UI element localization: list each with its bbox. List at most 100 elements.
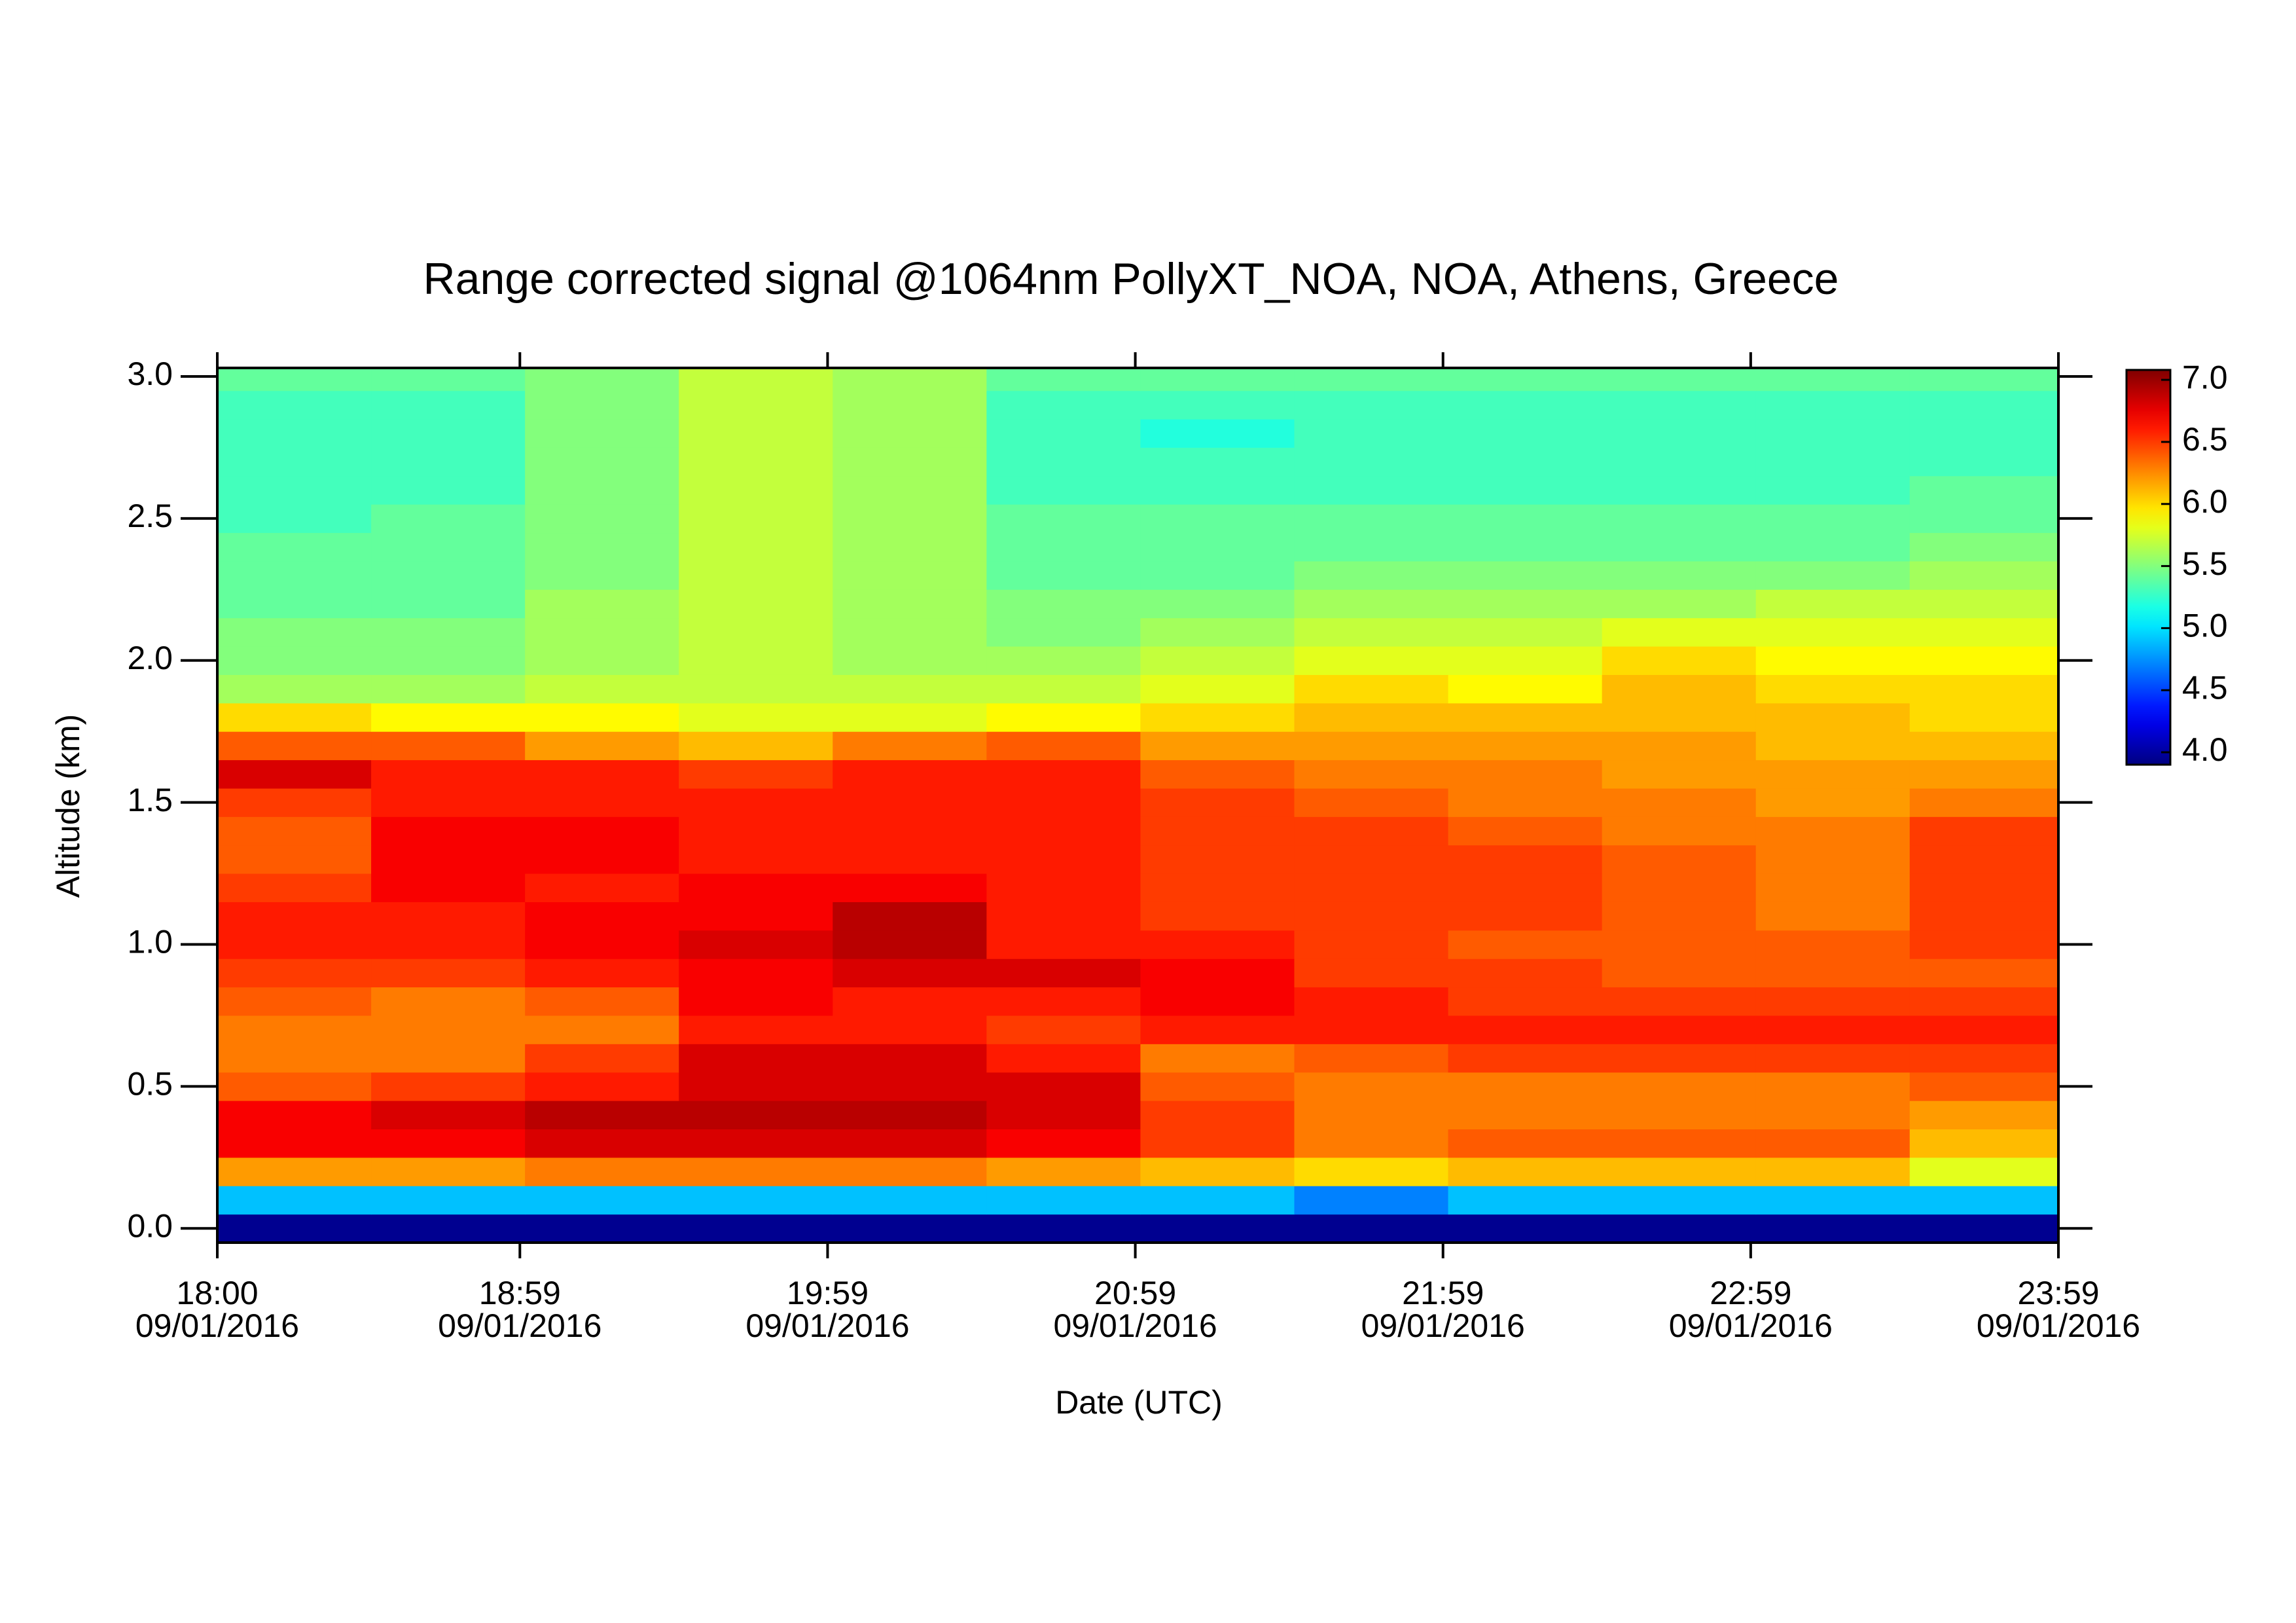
heatmap-cell bbox=[1909, 1044, 2058, 1073]
heatmap-cell bbox=[1755, 873, 1910, 902]
heatmap-cell bbox=[217, 1129, 372, 1158]
heatmap-cell bbox=[833, 930, 987, 959]
heatmap-cell bbox=[1140, 816, 1295, 846]
heatmap-cell bbox=[1755, 589, 1910, 619]
x-tick-label: 23:59 bbox=[2017, 1275, 2099, 1311]
heatmap-cell bbox=[833, 419, 987, 448]
heatmap-cell bbox=[217, 902, 372, 931]
heatmap-cell bbox=[1755, 1072, 1910, 1101]
heatmap-cell bbox=[1755, 390, 1910, 420]
heatmap-cell bbox=[371, 1044, 526, 1073]
heatmap-cell bbox=[525, 1157, 679, 1186]
heatmap-cell bbox=[1448, 845, 1603, 874]
heatmap-cell bbox=[679, 1044, 833, 1073]
heatmap-cell bbox=[679, 447, 833, 477]
heatmap-cell bbox=[525, 788, 679, 817]
heatmap-cell bbox=[986, 788, 1141, 817]
heatmap-cell bbox=[1294, 1044, 1449, 1073]
heatmap-cell bbox=[1448, 759, 1603, 789]
heatmap-cell bbox=[1294, 902, 1449, 931]
heatmap-cell bbox=[1909, 987, 2058, 1016]
heatmap-cell bbox=[217, 1044, 372, 1073]
heatmap-cell bbox=[679, 1129, 833, 1158]
heatmap-cell bbox=[1602, 532, 1757, 562]
heatmap-cell bbox=[371, 1186, 526, 1215]
heatmap-cell bbox=[679, 845, 833, 874]
heatmap-cell bbox=[986, 589, 1141, 619]
heatmap-cell bbox=[986, 1101, 1141, 1129]
heatmap-cell bbox=[525, 873, 679, 902]
heatmap-cell bbox=[679, 646, 833, 675]
heatmap-cell bbox=[1140, 532, 1295, 562]
heatmap-cell bbox=[371, 930, 526, 959]
heatmap-cell bbox=[1602, 958, 1757, 988]
heatmap-cell bbox=[1755, 930, 1910, 959]
heatmap-cell bbox=[1909, 475, 2058, 505]
heatmap-cell bbox=[833, 1101, 987, 1129]
heatmap-cell bbox=[1140, 589, 1295, 619]
heatmap-cell bbox=[525, 1214, 679, 1243]
heatmap-cell bbox=[679, 589, 833, 619]
heatmap-cell bbox=[1755, 1044, 1910, 1073]
heatmap-cell bbox=[1448, 958, 1603, 988]
heatmap-cell bbox=[833, 702, 987, 732]
heatmap-cell bbox=[1909, 368, 2058, 392]
heatmap-cell bbox=[1140, 419, 1295, 448]
x-tick-label: 20:59 bbox=[1094, 1275, 1176, 1311]
heatmap-cell bbox=[525, 1015, 679, 1044]
heatmap-cell bbox=[1294, 646, 1449, 675]
heatmap-cell bbox=[833, 646, 987, 675]
heatmap-cell bbox=[1755, 759, 1910, 789]
heatmap-cell bbox=[986, 617, 1141, 647]
heatmap-cell bbox=[679, 419, 833, 448]
heatmap-cell bbox=[986, 419, 1141, 448]
heatmap-cell bbox=[371, 475, 526, 505]
heatmap-cell bbox=[1294, 987, 1449, 1016]
heatmap-cell bbox=[1448, 390, 1603, 420]
heatmap-cell bbox=[679, 560, 833, 590]
x-tick-label: 19:59 bbox=[787, 1275, 869, 1311]
colorbar-tick-label: 6.5 bbox=[2182, 421, 2228, 458]
heatmap-cell bbox=[679, 1015, 833, 1044]
heatmap-cell bbox=[217, 1157, 372, 1186]
heatmap-cell bbox=[1448, 646, 1603, 675]
heatmap-cell bbox=[525, 1101, 679, 1129]
heatmap-cell bbox=[986, 987, 1141, 1016]
heatmap-cell bbox=[833, 1186, 987, 1215]
heatmap-cell bbox=[217, 390, 372, 420]
x-tick-label: 09/01/2016 bbox=[438, 1307, 601, 1344]
heatmap-cell bbox=[1755, 674, 1910, 704]
heatmap-cell bbox=[1909, 759, 2058, 789]
heatmap-cell bbox=[1140, 447, 1295, 477]
heatmap-cell bbox=[1140, 759, 1295, 789]
heatmap-cell bbox=[525, 845, 679, 874]
heatmap-cell bbox=[1140, 368, 1295, 392]
heatmap-cell bbox=[1602, 902, 1757, 931]
heatmap-cell bbox=[986, 560, 1141, 590]
heatmap-cell bbox=[1448, 674, 1603, 704]
heatmap-cell bbox=[679, 368, 833, 392]
heatmap-cell bbox=[371, 1157, 526, 1186]
x-tick-label: 09/01/2016 bbox=[1361, 1307, 1525, 1344]
heatmap-cell bbox=[833, 1129, 987, 1158]
heatmap-cell bbox=[1448, 788, 1603, 817]
y-tick-label: 0.5 bbox=[127, 1066, 173, 1103]
heatmap-cell bbox=[679, 902, 833, 931]
heatmap-cell bbox=[679, 532, 833, 562]
heatmap-cell bbox=[1909, 1129, 2058, 1158]
heatmap-cell bbox=[1140, 617, 1295, 647]
heatmap-cell bbox=[1140, 1186, 1295, 1215]
heatmap-cell bbox=[525, 1072, 679, 1101]
heatmap-cell bbox=[1755, 532, 1910, 562]
heatmap-cell bbox=[525, 617, 679, 647]
heatmap-cell bbox=[1294, 589, 1449, 619]
heatmap-cell bbox=[1140, 1044, 1295, 1073]
heatmap-cell bbox=[525, 532, 679, 562]
heatmap-cell bbox=[679, 788, 833, 817]
heatmap-cell bbox=[1140, 390, 1295, 420]
heatmap-cell bbox=[1140, 674, 1295, 704]
colorbar-tick-label: 5.5 bbox=[2182, 545, 2228, 582]
heatmap-cell bbox=[1909, 447, 2058, 477]
heatmap-cell bbox=[986, 958, 1141, 988]
heatmap-cell bbox=[1602, 560, 1757, 590]
